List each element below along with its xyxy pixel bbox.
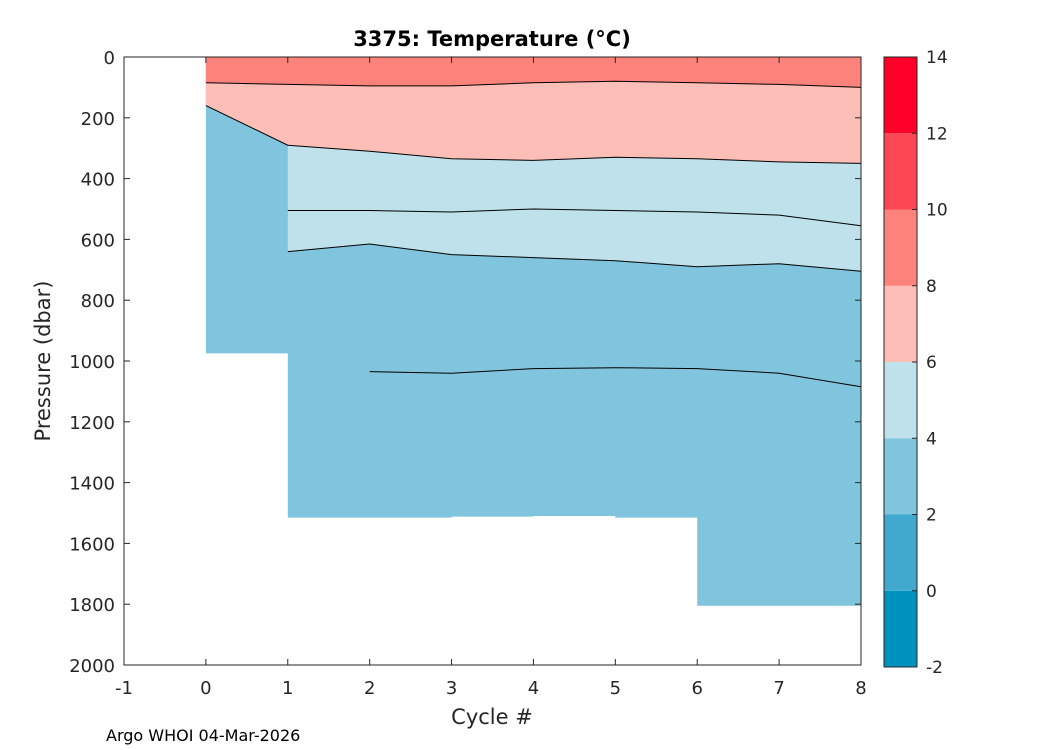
x-tick-label: 0 [200,678,211,699]
colorbar-tick-label: 10 [926,201,948,221]
colorbar-segment [884,209,917,286]
y-tick-label: 2000 [69,656,115,677]
y-axis: 0 200 400 600 800 1000 1200 1400 1600 1800 2000 [69,48,861,677]
colorbar-segment [884,133,917,210]
x-tick-label: 7 [773,678,784,699]
x-tick-label: 1 [282,678,293,699]
y-tick-label: 800 [81,291,115,312]
y-tick-label: 600 [81,230,115,251]
isotherm-0 [369,367,862,388]
colorbar-tick-label: 14 [926,48,948,68]
x-tick-label: 8 [855,678,866,699]
temperature-bands [205,57,861,606]
colorbar: -2 0 2 4 6 8 10 12 14 [883,48,948,678]
y-tick-label: 0 [104,48,115,69]
x-tick-label: 5 [610,678,621,699]
colorbar-tick-label: 4 [926,429,937,449]
y-tick-label: 400 [81,170,115,191]
isotherm-lines [205,80,862,388]
footer-credit: Argo WHOI 04-Mar-2026 [106,726,300,745]
x-axis-label: Cycle # [451,705,533,729]
colorbar-tick-label: -2 [926,658,943,678]
colorbar-segment [884,590,917,667]
isotherm-4 [287,208,862,227]
isotherm-6 [205,105,862,164]
colorbar-tick-label: 8 [926,277,937,297]
x-tick-label: 4 [528,678,539,699]
colorbar-segment [884,438,917,515]
colorbar-segment [884,285,917,362]
chart-title: 3375: Temperature (°C) [353,27,631,51]
x-tick-label: 3 [446,678,457,699]
isotherm-8 [205,80,862,88]
y-tick-label: 1600 [69,534,115,555]
y-tick-label: 1800 [69,595,115,616]
plot-area [123,56,862,666]
x-tick-label: 2 [364,678,375,699]
y-tick-label: 1200 [69,413,115,434]
isotherm-2 [287,243,862,272]
y-tick-label: 1400 [69,474,115,495]
band-8-to-10 [205,57,861,88]
colorbar-segment [884,514,917,591]
y-tick-label: 200 [81,109,115,130]
colorbar-tick-label: 6 [926,353,937,373]
colorbar-segment [884,362,917,439]
y-tick-label: 1000 [69,352,115,373]
x-axis: -1 0 1 2 3 4 5 6 7 8 [115,57,867,699]
x-tick-label: 6 [691,678,702,699]
colorbar-tick-label: 12 [926,124,948,144]
colorbar-tick-label: 0 [926,582,937,602]
colorbar-segment [884,57,917,134]
colorbar-tick-label: 2 [926,506,937,526]
y-axis-label: Pressure (dbar) [31,281,55,442]
x-tick-label: -1 [115,678,133,699]
